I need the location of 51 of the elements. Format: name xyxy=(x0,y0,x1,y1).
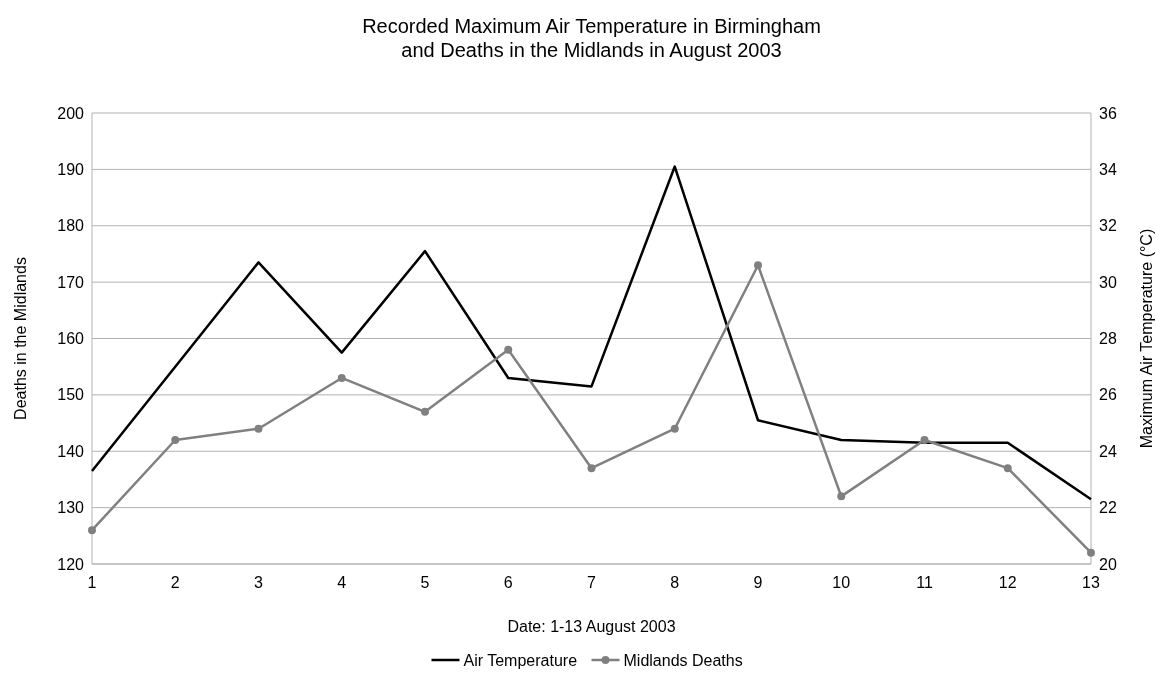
point xyxy=(254,424,263,433)
y-tick-label: 200 xyxy=(57,104,85,122)
x-tick-label: 5 xyxy=(420,574,430,591)
point xyxy=(920,435,929,444)
y2-tick-label: 30 xyxy=(1099,273,1117,291)
x-tick-label: 3 xyxy=(254,574,264,591)
point xyxy=(337,373,346,382)
y2-tick-label: 26 xyxy=(1099,386,1117,404)
x-tick-label: 8 xyxy=(670,574,680,591)
y2-tick-label: 28 xyxy=(1099,330,1117,348)
point xyxy=(670,424,679,433)
x-tick-label: 12 xyxy=(998,574,1017,591)
y-tick-label: 150 xyxy=(57,386,85,404)
y-tick-label: 190 xyxy=(57,160,85,178)
y-tick-label: 160 xyxy=(57,330,85,348)
x-tick-label: 1 xyxy=(87,574,97,591)
y2-tick-label: 24 xyxy=(1099,442,1117,460)
point xyxy=(421,407,429,416)
y2-tick-label: 20 xyxy=(1099,555,1117,573)
y2-tick-label: 36 xyxy=(1099,104,1117,122)
legend-label: Midlands Deaths xyxy=(623,651,743,669)
y-axis-title: Deaths in the Midlands xyxy=(12,257,29,420)
y2-tick-label: 32 xyxy=(1099,217,1117,235)
x-tick-label: 4 xyxy=(337,574,347,591)
line-series xyxy=(90,165,1093,501)
x-tick-label: 7 xyxy=(587,574,597,591)
point xyxy=(88,526,96,535)
y2-tick-label: 22 xyxy=(1099,499,1117,517)
y-tick-label: 120 xyxy=(57,555,85,573)
x-tick-label: 13 xyxy=(1082,574,1100,591)
x-tick-label: 6 xyxy=(503,574,513,591)
y-tick-label: 140 xyxy=(57,442,85,460)
y-tick-label: 130 xyxy=(57,499,85,517)
x-tick-label: 10 xyxy=(832,574,851,591)
legend-label: Air Temperature xyxy=(463,651,578,669)
x-axis-title: Date: 1-13 August 2003 xyxy=(507,618,676,635)
x-tick-label: 11 xyxy=(916,574,933,591)
x-tick-label: 9 xyxy=(753,574,763,591)
point xyxy=(837,492,846,501)
point xyxy=(1003,464,1012,473)
y2-axis-title: Maximum Air Temperature (°C) xyxy=(1138,228,1155,449)
point xyxy=(587,464,596,473)
point xyxy=(171,435,180,444)
chart-title: Recorded Maximum Air Temperature in Birmingham and Deaths in the Midlands in August 2003 xyxy=(362,15,821,61)
y2-tick-label: 34 xyxy=(1099,160,1117,178)
point xyxy=(1087,548,1095,557)
x-tick-label: 2 xyxy=(170,574,180,591)
y-tick-label: 180 xyxy=(57,217,85,235)
point xyxy=(754,261,762,270)
point xyxy=(504,345,513,354)
y-tick-label: 170 xyxy=(57,273,85,291)
